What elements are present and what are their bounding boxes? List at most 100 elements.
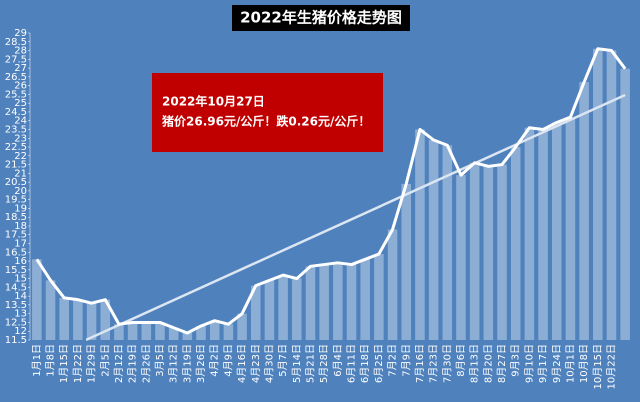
y-tick-label: 18.5: [5, 212, 27, 223]
x-tick-label: 10月22日: [605, 344, 617, 389]
x-tick-label: 1月8日: [45, 344, 57, 377]
x-tick-label: 5月14日: [291, 344, 303, 383]
y-tick-label: 23: [14, 133, 27, 144]
y-tick-label: 21.5: [5, 160, 27, 171]
y-tick-label: 15.5: [5, 265, 27, 276]
x-tick-label: 10月15日: [592, 344, 604, 389]
y-tick-label: 18: [14, 221, 27, 232]
y-tick-label: 14.5: [5, 282, 27, 293]
y-tick-label: 28: [14, 46, 27, 57]
title-box: [232, 5, 410, 31]
column: [593, 48, 603, 340]
x-tick-label: 3月5日: [154, 344, 166, 377]
annotation: 猪价26.96元/公斤！跌0.26元/公斤！: [161, 114, 370, 129]
x-tick-label: 2月19日: [127, 344, 139, 383]
annotation-box: [152, 73, 383, 152]
column: [469, 162, 480, 340]
column: [59, 297, 69, 340]
column: [606, 50, 617, 341]
column: [579, 82, 589, 341]
column: [114, 324, 124, 340]
column: [374, 254, 384, 340]
x-tick-label: 2月12日: [113, 344, 125, 383]
y-tick-label: 25.5: [5, 89, 27, 100]
x-tick-label: 5月28日: [318, 344, 330, 383]
y-tick-label: 12.5: [5, 317, 27, 328]
x-tick-label: 1月15日: [58, 344, 70, 383]
column: [155, 322, 165, 340]
x-tick-label: 10月1日: [564, 344, 576, 383]
column: [360, 259, 370, 340]
column: [442, 145, 453, 340]
y-tick-label: 14: [14, 291, 27, 302]
x-tick-label: 5月21日: [304, 344, 316, 383]
y-tick-label: 17: [14, 239, 27, 250]
x-tick-label: 6月25日: [373, 344, 385, 383]
x-tick-label: 4月9日: [222, 344, 234, 377]
y-tick-label: 24: [14, 116, 27, 127]
column: [565, 117, 576, 340]
x-tick-label: 4月23日: [250, 344, 262, 383]
column: [168, 327, 179, 340]
column: [510, 147, 521, 340]
annotation: 2022年10月27日: [162, 94, 265, 109]
column: [401, 183, 412, 340]
column: [250, 285, 261, 340]
trendline: [85, 93, 626, 342]
column: [551, 122, 562, 341]
chart-title: 2022年生猪价格走势图: [240, 9, 402, 27]
y-tick-label: 17.5: [5, 230, 27, 241]
x-tick-label: 8月6日: [455, 344, 467, 377]
y-tick-label: 20: [14, 186, 27, 197]
y-tick-label: 11.5: [5, 335, 27, 346]
x-tick-label: 2月5日: [99, 344, 111, 377]
y-tick-label: 24.5: [5, 107, 27, 118]
plot: 11.51212.51313.51414.51515.51616.51717.5…: [5, 28, 630, 389]
column: [45, 280, 56, 340]
x-tick-label: 8月27日: [496, 344, 508, 383]
column: [497, 164, 507, 340]
column: [483, 166, 494, 340]
x-tick-label: 3月12日: [168, 344, 180, 383]
y-tick-label: 26.5: [5, 72, 27, 83]
y-tick-label: 12: [14, 326, 27, 337]
column: [456, 175, 466, 340]
y-tick-label: 28.5: [5, 37, 27, 48]
column: [292, 278, 302, 340]
y-tick-label: 27.5: [5, 54, 27, 65]
column: [278, 275, 288, 340]
x-tick-label: 4月2日: [209, 344, 221, 377]
y-tick-label: 29: [14, 28, 27, 39]
y-tick-label: 13: [14, 309, 27, 320]
x-tick-label: 4月16日: [236, 344, 248, 383]
column: [73, 299, 83, 340]
column: [196, 325, 206, 340]
x-tick-label: 8月20日: [482, 344, 494, 383]
x-tick-label: 9月17日: [537, 344, 549, 383]
column: [209, 320, 220, 340]
x-tick-label: 6月11日: [346, 344, 358, 383]
x-tick-label: 4月30日: [263, 344, 275, 383]
x-tick-label: 7月23日: [428, 344, 440, 383]
price-line: [35, 47, 627, 335]
column: [319, 264, 329, 340]
y-tick-label: 21: [14, 168, 27, 179]
column: [346, 264, 357, 340]
y-tick-label: 22: [14, 151, 27, 162]
column: [428, 140, 439, 340]
column: [538, 129, 548, 340]
x-tick-label: 2月26日: [140, 344, 152, 383]
column: [264, 280, 275, 340]
x-tick-label: 5月7日: [277, 344, 289, 377]
x-tick-label: 3月26日: [195, 344, 207, 383]
column: [141, 322, 152, 340]
y-tick-label: 13.5: [5, 300, 27, 311]
x-tick-label: 7月2日: [387, 344, 399, 377]
column: [415, 129, 425, 340]
y-tick-label: 26: [14, 81, 27, 92]
y-tick-label: 22.5: [5, 142, 27, 153]
column: [237, 313, 247, 340]
column: [182, 332, 193, 340]
x-tick-label: 10月8日: [578, 344, 590, 383]
